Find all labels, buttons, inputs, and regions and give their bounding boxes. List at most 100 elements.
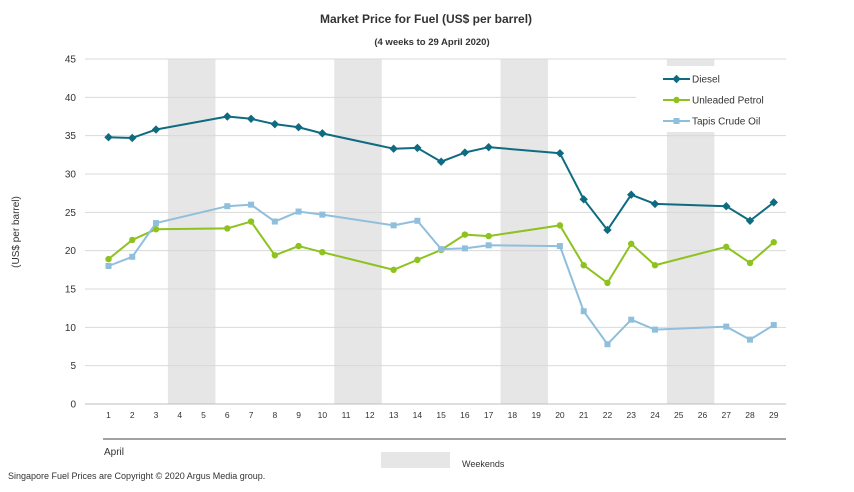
data-point	[579, 195, 588, 204]
data-point	[580, 308, 587, 315]
data-point	[770, 239, 777, 246]
x-tick-label: 5	[201, 410, 206, 420]
x-tick-label: 19	[531, 410, 541, 420]
data-point	[318, 129, 327, 138]
data-point	[295, 242, 302, 250]
x-tick-label: 27	[722, 410, 732, 420]
x-tick-label: 15	[436, 410, 446, 420]
chart-title: Market Price for Fuel (US$ per barrel)	[320, 12, 532, 26]
x-tick-label: 1	[106, 410, 111, 420]
y-tick-label: 5	[70, 361, 76, 372]
x-tick-label: 17	[484, 410, 494, 420]
data-point	[556, 222, 564, 229]
data-point	[104, 133, 113, 142]
data-point	[270, 119, 280, 129]
x-tick-label: 7	[249, 410, 254, 420]
x-tick-label: 8	[272, 410, 277, 420]
y-tick-label: 35	[65, 131, 77, 142]
x-tick-label: 9	[296, 410, 301, 420]
x-tick-label: 11	[342, 410, 351, 420]
x-axis-label: April	[104, 447, 124, 458]
data-point	[248, 201, 255, 208]
data-point	[247, 218, 255, 225]
x-tick-label: 28	[745, 410, 755, 420]
data-point	[414, 217, 421, 224]
data-point	[747, 336, 754, 343]
legend-label: Diesel	[692, 75, 720, 86]
data-point	[580, 262, 587, 269]
data-point	[413, 143, 422, 153]
data-point	[555, 149, 565, 158]
data-point	[390, 266, 397, 274]
data-point	[436, 157, 446, 166]
x-axis-ticks: 1 2 3 4 5 6 7 8 9 10 11 12 13 14 15 16 17 18 19 20 21 22 23 24 2…	[106, 410, 779, 420]
x-tick-label: 25	[674, 410, 684, 420]
weekends-legend-label: Weekends	[462, 459, 505, 469]
copyright-footer: Singapore Fuel Prices are Copyright © 20…	[8, 471, 266, 481]
data-point	[628, 240, 635, 247]
data-point	[294, 123, 303, 132]
x-tick-label: 18	[508, 410, 518, 420]
data-point	[438, 246, 445, 253]
x-tick-label: 23	[626, 410, 636, 420]
weekend-band	[167, 59, 216, 404]
data-point	[484, 142, 493, 152]
data-point	[461, 231, 469, 238]
data-point	[128, 133, 137, 143]
series-lines	[104, 112, 778, 348]
y-tick-label: 30	[65, 170, 77, 181]
data-point	[105, 255, 112, 263]
x-tick-label: 4	[177, 410, 182, 420]
data-point	[461, 245, 468, 252]
legend-label: Unleaded Petrol	[692, 96, 764, 107]
data-point	[485, 242, 492, 249]
y-tick-label: 20	[65, 246, 77, 257]
y-axis-ticks: 0 5 10 15 20 25 30 35 40 45	[65, 55, 77, 411]
data-point	[556, 243, 563, 250]
data-point	[271, 252, 279, 259]
x-tick-label: 3	[154, 410, 159, 420]
legend-marker	[672, 74, 681, 84]
weekends-legend-swatch	[381, 452, 450, 468]
y-axis-label: (US$ per barrel)	[11, 196, 22, 268]
data-point	[770, 322, 777, 329]
data-point	[769, 198, 778, 207]
data-point	[319, 211, 326, 218]
data-point	[414, 256, 421, 264]
data-point	[129, 236, 136, 244]
data-point	[151, 125, 161, 134]
x-tick-label: 16	[460, 410, 470, 420]
data-point	[319, 249, 326, 256]
data-point	[129, 253, 136, 260]
x-tick-label: 26	[698, 410, 708, 420]
data-point	[390, 222, 397, 229]
weekend-band	[334, 59, 382, 404]
x-tick-label: 20	[555, 410, 565, 420]
legend-marker	[673, 96, 680, 104]
data-point	[105, 263, 112, 269]
x-tick-label: 12	[365, 410, 375, 420]
chart-subtitle: (4 weeks to 29 April 2020)	[374, 37, 489, 48]
data-point	[651, 326, 658, 333]
y-tick-label: 40	[65, 93, 77, 104]
x-tick-label: 2	[130, 410, 135, 420]
data-point	[746, 259, 754, 267]
y-tick-label: 15	[65, 285, 77, 296]
data-point	[604, 279, 611, 287]
legend-label: Tapis Crude Oil	[692, 117, 760, 128]
data-point	[723, 323, 730, 330]
data-point	[650, 199, 660, 209]
x-tick-label: 29	[769, 410, 779, 420]
y-tick-label: 25	[65, 208, 77, 219]
data-point	[224, 225, 231, 232]
series-tapis-crude-oil	[105, 201, 777, 348]
data-point	[246, 114, 256, 123]
data-point	[651, 262, 659, 269]
data-point	[628, 316, 635, 323]
legend-marker	[673, 118, 680, 124]
data-point	[153, 220, 160, 227]
x-tick-label: 24	[650, 410, 660, 420]
x-tick-label: 21	[579, 410, 589, 420]
x-tick-label: 22	[603, 410, 613, 420]
